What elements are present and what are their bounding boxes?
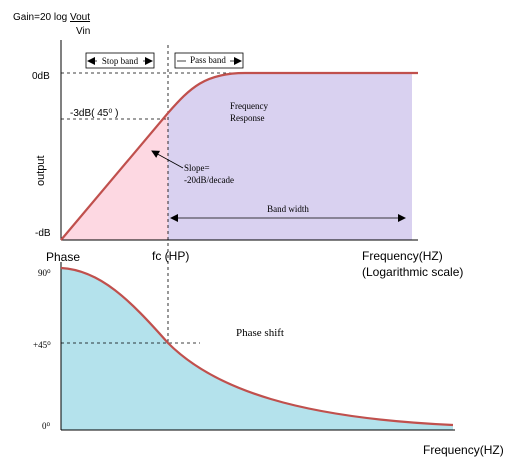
y-axis-label: output <box>35 155 47 186</box>
frequency-response-label-line2: Response <box>230 113 265 123</box>
pass-band-fill <box>168 73 412 240</box>
stop-band-label-box: Stop band <box>85 52 155 69</box>
pass-band-label: Pass band <box>190 55 226 65</box>
phase-fill-right <box>168 343 453 430</box>
svg-text:Gain=20 log Vout: Gain=20 log Vout <box>13 12 90 23</box>
phase-curve <box>60 266 454 427</box>
magnitude-x-label-line1: Frequency(HZ) <box>362 249 443 263</box>
phase-shift-label: Phase shift <box>236 327 284 339</box>
magnitude-plot: 0dB -3dB( 45⁰ ) -dB output Stop band Pas… <box>32 40 463 430</box>
phase-title: Phase <box>46 250 80 264</box>
slope-label-line2: -20dB/decade <box>184 175 234 185</box>
phase-fill-left <box>61 268 168 430</box>
phase-plot: Phase 90⁰ +45⁰ 0⁰ Phase shift Frequency(… <box>33 250 504 457</box>
tick-minus-3db: -3dB( 45⁰ ) <box>70 108 118 119</box>
bandwidth-label: Band width <box>267 204 309 214</box>
tick-0db: 0dB <box>32 71 50 82</box>
gain-formula: Gain=20 log Vout Vin <box>13 12 90 37</box>
magnitude-x-label-line2: (Logarithmic scale) <box>362 265 463 279</box>
slope-label-line1: Slope= <box>184 163 210 173</box>
gain-formula-prefix: Gain=20 log <box>13 12 70 23</box>
cutoff-frequency-label: fc (HP) <box>152 249 189 263</box>
tick-minus-db: -dB <box>35 228 51 239</box>
gain-formula-numerator: Vout <box>70 12 90 23</box>
gain-formula-denominator: Vin <box>76 26 90 37</box>
tick-45-degrees: +45⁰ <box>33 340 51 350</box>
pass-band-label-box: Pass band <box>174 52 244 69</box>
tick-90-degrees: 90⁰ <box>38 268 51 278</box>
frequency-response-curve <box>60 71 418 241</box>
slope-arrow <box>151 150 184 169</box>
stop-band-label: Stop band <box>102 56 139 66</box>
frequency-response-label-line1: Frequency <box>230 101 268 111</box>
phase-x-label: Frequency(HZ) <box>423 443 504 457</box>
tick-0-degrees: 0⁰ <box>42 421 51 431</box>
